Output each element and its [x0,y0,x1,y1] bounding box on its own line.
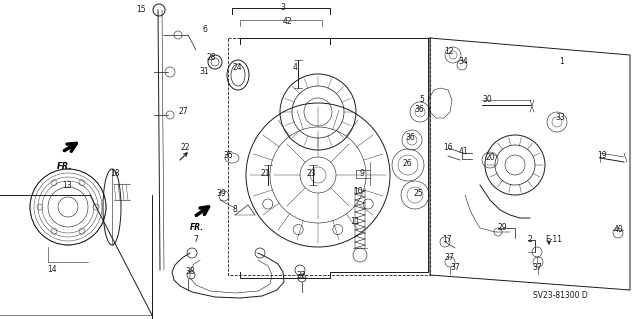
Text: 37: 37 [444,254,454,263]
Text: 31: 31 [199,68,209,77]
Text: 42: 42 [282,18,292,26]
Text: 18: 18 [110,169,120,179]
Text: 37: 37 [450,263,460,272]
Text: 13: 13 [62,182,72,190]
Text: 33: 33 [555,114,565,122]
Text: 26: 26 [402,159,412,167]
Text: 9: 9 [360,168,364,177]
Text: 30: 30 [482,95,492,105]
Text: 7: 7 [193,235,198,244]
Text: 19: 19 [597,151,607,160]
Text: 35: 35 [223,151,233,160]
Text: 5: 5 [420,95,424,105]
Text: SV23-81300 D: SV23-81300 D [532,292,588,300]
Text: 2: 2 [527,235,532,244]
Text: 27: 27 [178,108,188,116]
Text: 3: 3 [280,4,285,12]
Text: 11: 11 [350,217,360,226]
Text: 10: 10 [353,188,363,197]
Text: 15: 15 [136,5,146,14]
Text: E-11: E-11 [545,235,563,244]
Text: 6: 6 [203,26,207,34]
Text: 32: 32 [296,271,306,279]
Text: 16: 16 [443,144,453,152]
Text: 39: 39 [216,189,226,197]
Text: 21: 21 [260,168,269,177]
Text: 8: 8 [232,205,237,214]
Text: 28: 28 [206,54,216,63]
Text: FR.: FR. [190,223,204,232]
Text: 38: 38 [185,266,195,276]
Text: 40: 40 [613,226,623,234]
Text: 1: 1 [559,57,564,66]
Text: 36: 36 [405,133,415,143]
Text: 12: 12 [444,48,454,56]
Text: 14: 14 [47,265,57,275]
Text: 34: 34 [458,57,468,66]
Text: 36: 36 [414,106,424,115]
Text: 41: 41 [458,147,468,157]
Text: 37: 37 [532,263,542,272]
Text: 20: 20 [485,153,495,162]
Text: FR.: FR. [57,162,72,171]
Text: 4: 4 [292,63,298,72]
Text: 25: 25 [413,189,423,197]
Text: 23: 23 [306,168,316,177]
Text: 24: 24 [232,63,242,72]
Text: 22: 22 [180,144,189,152]
Text: 29: 29 [497,224,507,233]
Text: 17: 17 [442,235,452,244]
